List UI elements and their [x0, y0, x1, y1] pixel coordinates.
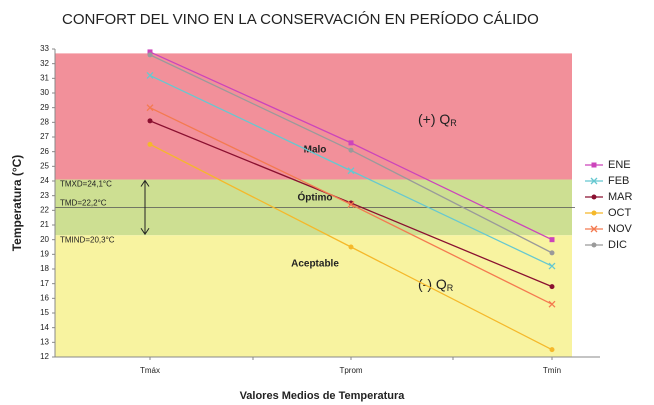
y-tick-label: 28 — [40, 117, 49, 126]
legend-label: NOV — [608, 223, 633, 235]
y-tick-label: 26 — [40, 147, 49, 156]
legend-marker — [591, 210, 597, 216]
legend-label: OCT — [608, 207, 632, 219]
point — [147, 49, 153, 55]
legend-marker — [591, 194, 597, 200]
annotation-sub: R — [447, 283, 454, 293]
x-tick-label: Tprom — [339, 366, 362, 375]
y-tick-label: 30 — [40, 88, 49, 97]
y-tick-label: 32 — [40, 59, 49, 68]
legend-marker — [591, 162, 597, 168]
legend-marker — [590, 225, 598, 233]
band-label: Aceptable — [291, 259, 339, 270]
legend-marker — [591, 242, 597, 248]
point — [147, 118, 153, 124]
y-tick-label: 15 — [40, 308, 49, 317]
legend-label: FEB — [608, 175, 629, 187]
point — [549, 250, 555, 256]
band — [55, 235, 572, 357]
legend-label: ENE — [608, 159, 631, 171]
x-tick-label: Tmáx — [140, 366, 160, 375]
y-tick-label: 16 — [40, 293, 49, 302]
point — [548, 300, 556, 308]
annotation-text: (+) Q — [418, 111, 450, 127]
arrow-head — [140, 227, 150, 236]
y-tick-label: 22 — [40, 205, 49, 214]
point — [348, 147, 354, 153]
point — [147, 141, 153, 147]
y-tick-label: 25 — [40, 161, 49, 170]
band-label: Óptimo — [298, 191, 333, 204]
point — [548, 262, 556, 270]
annotation-text: (-) Q — [418, 276, 447, 292]
point — [549, 237, 555, 243]
threshold-label: TMXD=24,1°C — [60, 180, 112, 189]
point — [146, 71, 154, 79]
y-tick-label: 12 — [40, 352, 49, 361]
y-tick-label: 19 — [40, 249, 49, 258]
y-tick-label: 17 — [40, 279, 49, 288]
point — [147, 52, 153, 58]
legend-label: MAR — [608, 191, 633, 203]
point — [347, 201, 355, 208]
annotation-sub: R — [450, 118, 457, 128]
chart-title: CONFORT DEL VINO EN LA CONSERVACIÓN EN P… — [62, 11, 539, 28]
y-tick-label: 33 — [40, 44, 49, 53]
point — [146, 104, 154, 112]
y-tick-label: 21 — [40, 220, 49, 229]
y-axis-title: Temperatura (°C) — [10, 155, 24, 252]
y-tick-label: 24 — [40, 176, 49, 185]
y-tick-label: 31 — [40, 73, 49, 82]
point — [549, 347, 555, 353]
legend-marker — [590, 177, 598, 185]
y-tick-label: 18 — [40, 264, 49, 273]
y-tick-label: 27 — [40, 132, 49, 141]
annotation: (-) QR — [418, 276, 454, 294]
y-tick-label: 23 — [40, 191, 49, 200]
y-tick-label: 20 — [40, 235, 49, 244]
threshold-label: TMD=22,2°C — [60, 199, 107, 208]
point — [348, 244, 354, 250]
arrow-head — [140, 179, 150, 187]
x-axis-title: Valores Medios de Temperatura — [240, 390, 406, 402]
annotation: (+) QR — [418, 111, 457, 129]
y-tick-label: 13 — [40, 337, 49, 346]
point — [549, 284, 555, 290]
band — [55, 53, 572, 180]
legend-label: DIC — [608, 239, 627, 251]
y-tick-label: 29 — [40, 103, 49, 112]
y-tick-label: 14 — [40, 323, 49, 332]
point — [348, 140, 354, 146]
point — [347, 167, 355, 175]
band-label: Malo — [304, 145, 327, 156]
threshold-label: TMIND=20,3°C — [60, 235, 115, 244]
x-tick-label: Tmín — [543, 366, 561, 375]
